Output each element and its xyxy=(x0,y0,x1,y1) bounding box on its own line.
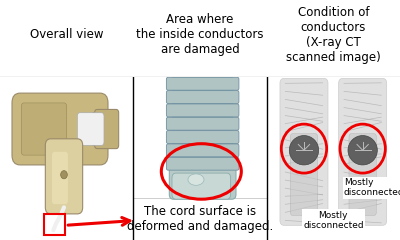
Circle shape xyxy=(85,111,115,147)
Ellipse shape xyxy=(188,174,204,185)
FancyBboxPatch shape xyxy=(349,134,376,216)
FancyBboxPatch shape xyxy=(172,103,233,106)
FancyBboxPatch shape xyxy=(172,116,233,119)
FancyBboxPatch shape xyxy=(290,134,318,216)
FancyBboxPatch shape xyxy=(12,93,108,165)
Text: Overall view: Overall view xyxy=(30,28,104,41)
Text: Area where
the inside conductors
are damaged: Area where the inside conductors are dam… xyxy=(136,13,264,56)
FancyBboxPatch shape xyxy=(166,91,239,103)
FancyBboxPatch shape xyxy=(169,160,236,199)
FancyBboxPatch shape xyxy=(172,76,233,79)
FancyBboxPatch shape xyxy=(133,198,267,240)
FancyBboxPatch shape xyxy=(95,109,119,149)
FancyBboxPatch shape xyxy=(166,157,239,170)
Ellipse shape xyxy=(348,136,377,165)
FancyBboxPatch shape xyxy=(172,90,233,93)
FancyBboxPatch shape xyxy=(280,78,328,225)
FancyBboxPatch shape xyxy=(52,152,68,204)
FancyBboxPatch shape xyxy=(172,143,233,146)
Ellipse shape xyxy=(289,136,319,165)
FancyBboxPatch shape xyxy=(172,130,233,132)
FancyBboxPatch shape xyxy=(77,113,104,145)
FancyBboxPatch shape xyxy=(172,173,231,199)
FancyBboxPatch shape xyxy=(45,139,83,214)
FancyBboxPatch shape xyxy=(166,144,239,157)
FancyBboxPatch shape xyxy=(339,78,387,225)
FancyBboxPatch shape xyxy=(166,77,239,90)
FancyBboxPatch shape xyxy=(172,156,233,159)
Text: Condition of
conductors
(X-ray CT
scanned image): Condition of conductors (X-ray CT scanne… xyxy=(286,6,381,64)
Text: The cord surface is
deformed and damaged.: The cord surface is deformed and damaged… xyxy=(127,205,273,233)
FancyBboxPatch shape xyxy=(21,103,67,155)
Text: Mostly
disconnected: Mostly disconnected xyxy=(303,211,364,230)
Bar xyxy=(44,214,65,235)
Circle shape xyxy=(61,171,67,179)
FancyBboxPatch shape xyxy=(166,131,239,144)
FancyBboxPatch shape xyxy=(166,104,239,117)
FancyBboxPatch shape xyxy=(166,117,239,130)
Text: Mostly
disconnected: Mostly disconnected xyxy=(344,178,400,197)
Circle shape xyxy=(91,118,109,140)
